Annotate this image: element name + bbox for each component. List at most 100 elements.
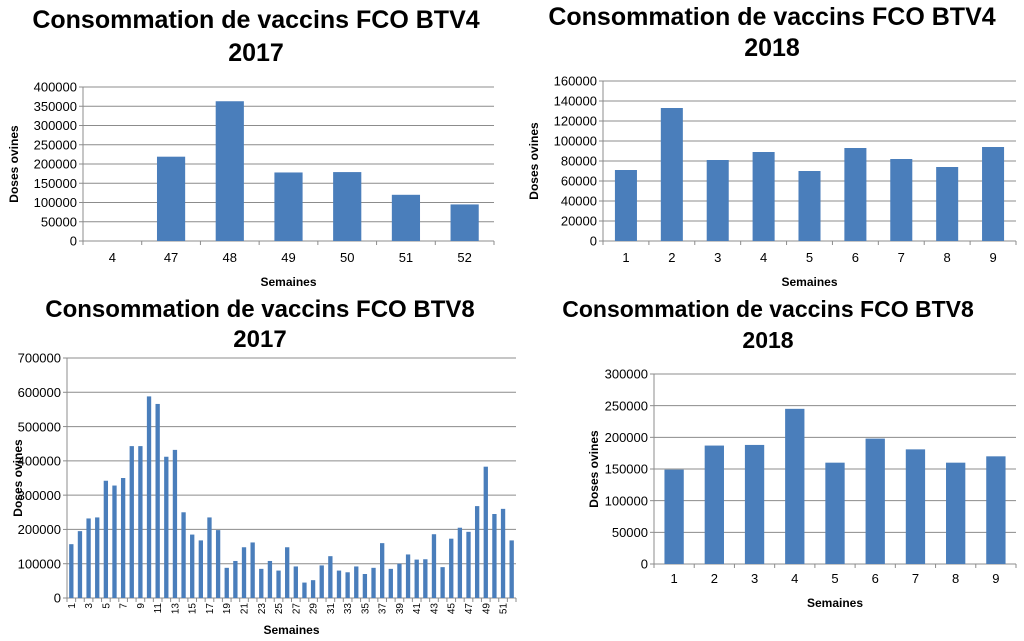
bar <box>293 566 298 598</box>
bar <box>274 172 303 241</box>
x-tick-label: 5 <box>806 250 813 265</box>
y-tick-label: 50000 <box>41 214 77 229</box>
bar <box>500 508 506 598</box>
bar <box>95 517 100 598</box>
bar <box>233 560 238 598</box>
x-tick-label: 29 <box>309 603 320 615</box>
x-tick-label: 17 <box>205 603 216 615</box>
bar <box>405 554 411 598</box>
y-tick-label: 300000 <box>18 488 61 503</box>
chart-title-line2: 2017 <box>233 326 287 353</box>
y-tick-label: 100000 <box>554 134 597 149</box>
bar <box>450 204 479 241</box>
bar <box>181 512 186 598</box>
y-tick-label: 20000 <box>561 214 597 229</box>
bar <box>190 534 195 598</box>
x-axis-title: Semaines <box>807 596 863 610</box>
bar <box>155 403 160 598</box>
bar <box>362 574 368 598</box>
bar <box>660 108 683 241</box>
x-tick-label: 1 <box>67 603 78 609</box>
bar <box>890 159 913 241</box>
bar <box>986 456 1006 564</box>
y-tick-label: 160000 <box>554 74 597 89</box>
x-tick-label: 8 <box>944 250 951 265</box>
bar <box>198 540 203 598</box>
y-tick-label: 200000 <box>18 522 61 537</box>
x-tick-label: 8 <box>952 571 959 586</box>
x-tick-label: 49 <box>481 603 492 615</box>
bar <box>664 469 684 564</box>
bar <box>457 527 463 598</box>
y-tick-label: 0 <box>54 591 61 606</box>
y-axis-title: Doses ovines <box>11 439 25 517</box>
bar <box>414 559 419 598</box>
x-tick-label: 33 <box>343 603 354 615</box>
y-tick-label: 200000 <box>605 430 648 445</box>
chart-title-line1: Consommation de vaccins FCO BTV8 <box>45 296 475 323</box>
y-tick-label: 150000 <box>605 462 648 477</box>
plot-area: 0 50000 100000 150000 200000 250000 300000 3500… <box>7 80 495 289</box>
bar <box>259 568 264 598</box>
x-tick-label: 50 <box>340 250 354 265</box>
bar <box>844 148 867 241</box>
plot-area: 0 50000 100000 150000 200000 250000 300000 1 2 3 4… <box>587 367 1017 610</box>
bar <box>825 462 845 564</box>
bar <box>172 449 178 598</box>
y-axis-title: Doses ovines <box>587 430 601 508</box>
bar <box>380 543 385 598</box>
bar <box>865 438 885 564</box>
x-tick-label: 1 <box>670 571 677 586</box>
x-tick-label: 41 <box>412 603 423 615</box>
bar <box>224 567 229 598</box>
y-tick-label: 250000 <box>34 137 77 152</box>
x-tick-label: 9 <box>992 571 999 586</box>
x-tick-label: 31 <box>326 603 337 615</box>
x-tick-label: 11 <box>153 603 164 614</box>
bar <box>946 462 966 564</box>
bar <box>345 572 350 598</box>
x-tick-label: 5 <box>101 603 112 609</box>
bar <box>333 172 362 241</box>
bar <box>704 445 724 564</box>
x-tick-label: 5 <box>831 571 838 586</box>
x-tick-label: 7 <box>898 250 905 265</box>
x-tick-label: 4 <box>760 250 767 265</box>
bar <box>614 170 637 241</box>
y-tick-label: 120000 <box>554 114 597 129</box>
bar <box>103 480 109 598</box>
bar <box>423 559 428 598</box>
x-tick-label: 13 <box>170 603 181 615</box>
bar <box>285 547 290 598</box>
x-tick-label: 3 <box>751 571 758 586</box>
x-tick-label: 39 <box>395 603 406 615</box>
x-tick-label: 1 <box>622 250 629 265</box>
x-tick-label: 21 <box>240 603 251 615</box>
y-tick-label: 100000 <box>34 195 77 210</box>
bar <box>146 396 152 598</box>
y-tick-label: 140000 <box>554 94 597 109</box>
bar <box>120 478 126 598</box>
y-tick-label: 60000 <box>561 174 597 189</box>
x-tick-label: 52 <box>457 250 471 265</box>
x-tick-label: 35 <box>360 603 371 615</box>
bar <box>250 542 255 598</box>
bar <box>138 446 143 598</box>
bar <box>388 568 393 598</box>
bar <box>112 485 117 598</box>
bar <box>492 514 497 598</box>
x-tick-label: 7 <box>119 603 130 609</box>
bar <box>267 560 273 598</box>
chart-title-line2: 2017 <box>228 39 284 67</box>
x-tick-label: 15 <box>188 603 199 615</box>
x-tick-label: 49 <box>281 250 295 265</box>
chart-title-line2: 2018 <box>744 34 800 62</box>
x-tick-label: 47 <box>164 250 178 265</box>
bar <box>509 540 514 598</box>
x-tick-label: 19 <box>222 603 233 615</box>
plot-area: 0 100000 200000 300000 400000 500000 600000 700… <box>11 351 517 637</box>
bar <box>391 194 421 241</box>
bar <box>310 580 316 598</box>
bar <box>319 565 324 598</box>
chart-btv8-2018: Consommation de vaccins FCO BTV8 2018 0 5… <box>512 296 1024 641</box>
